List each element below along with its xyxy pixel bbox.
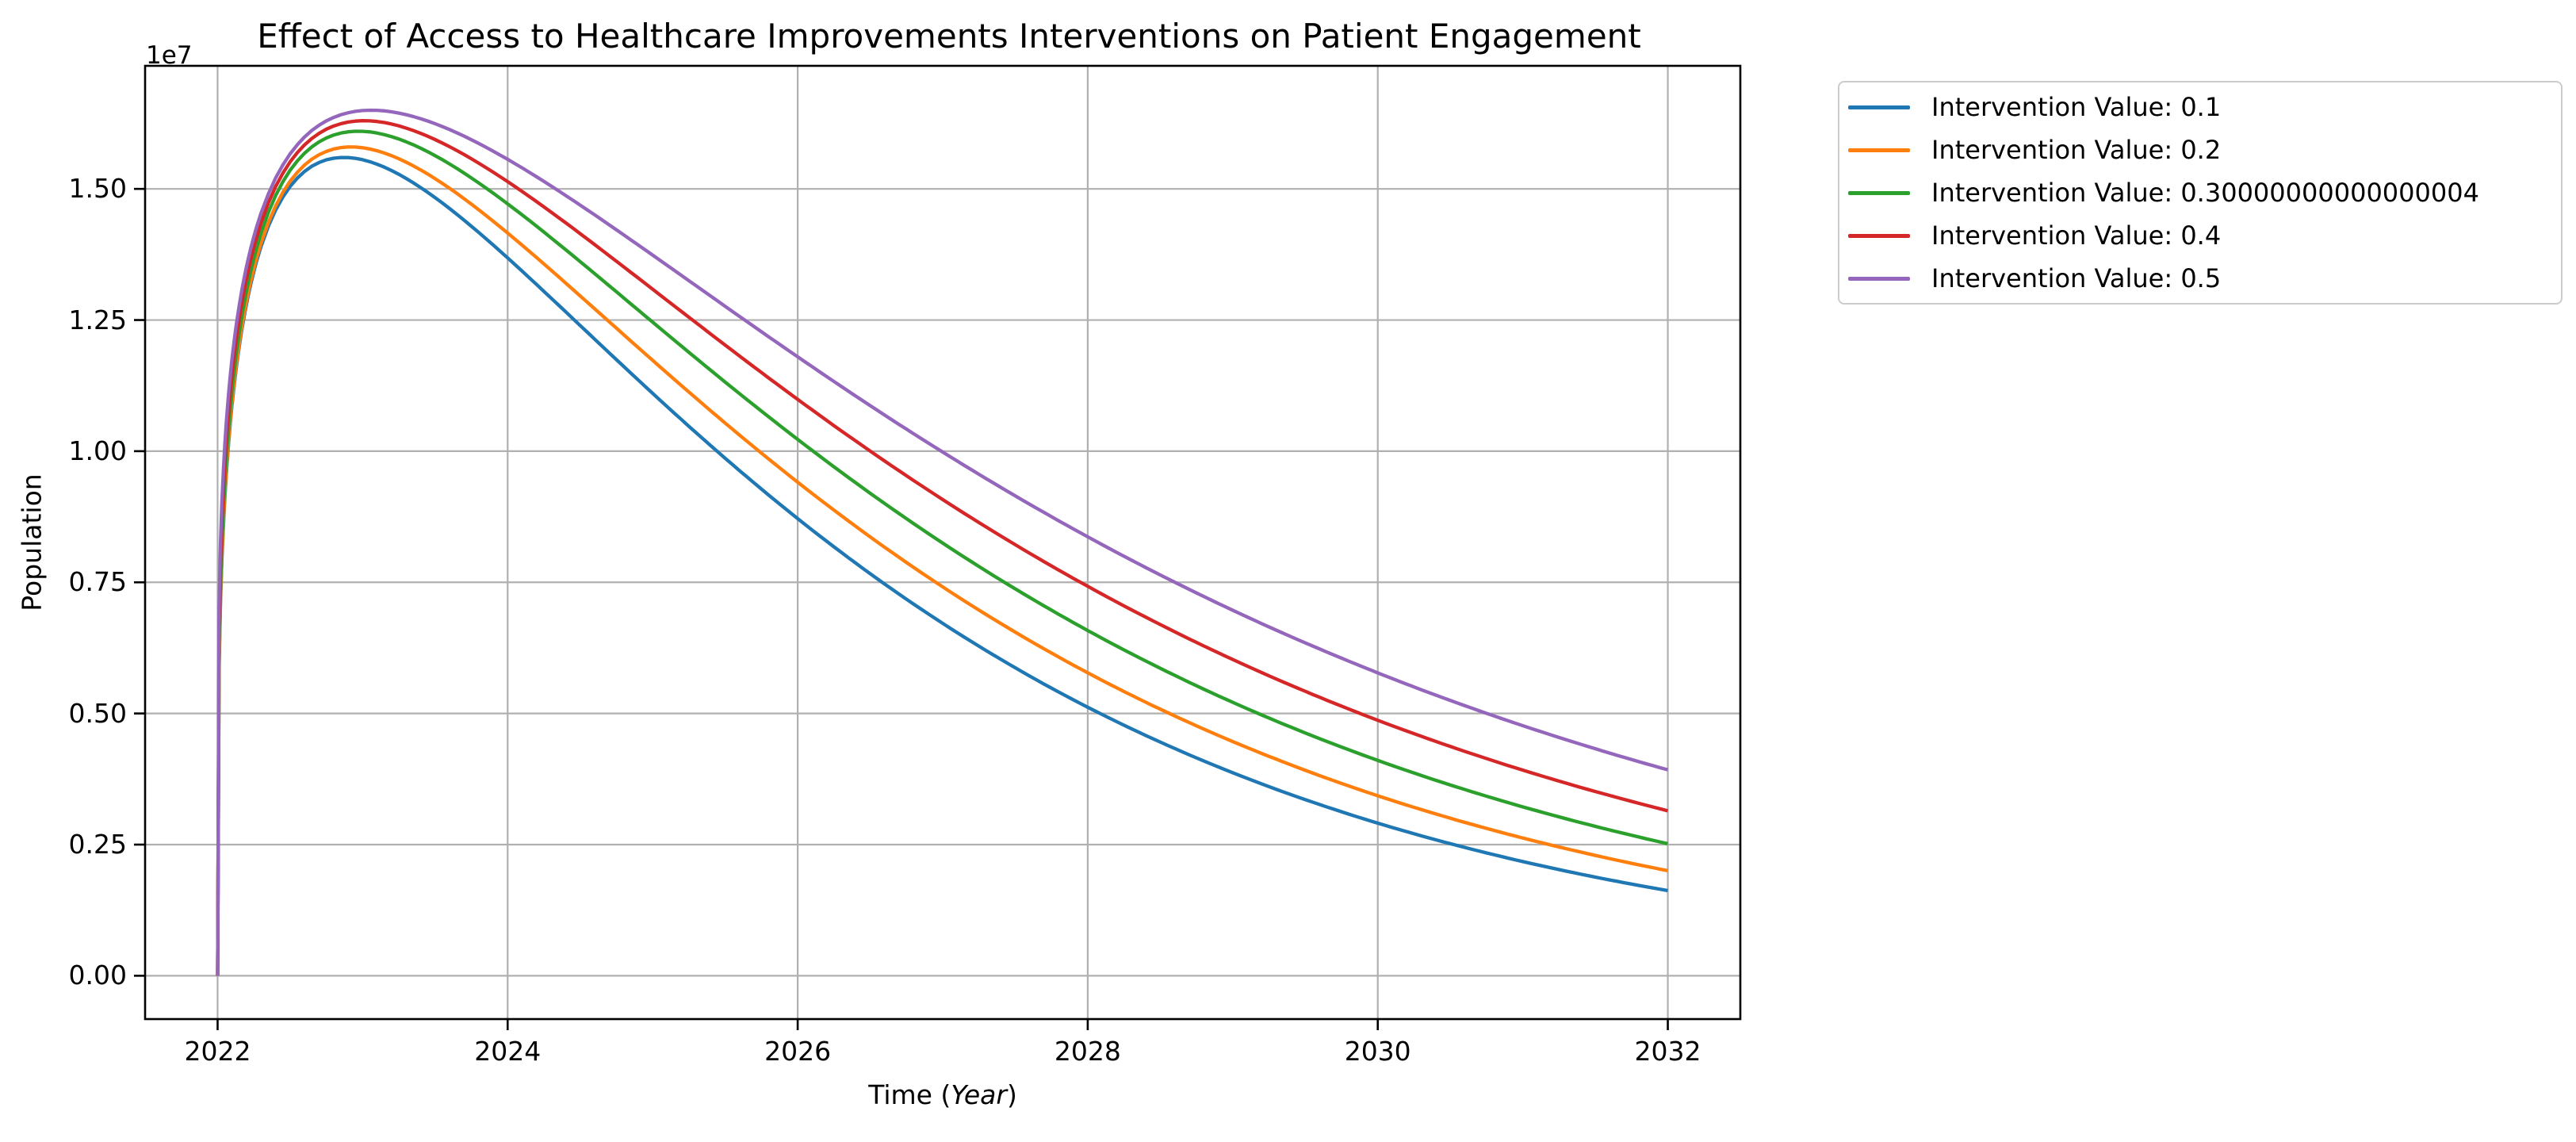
legend-line-sample — [1848, 233, 1910, 238]
x-ticks — [216, 1019, 1669, 1030]
legend-entry-label: Intervention Value: 0.4 — [1931, 220, 2222, 251]
legend-line-sample — [1848, 105, 1910, 109]
chart-title: Effect of Access to Healthcare Improveme… — [257, 17, 1641, 56]
legend-entry: Intervention Value: 0.1 — [1839, 86, 2561, 128]
legend-entry-label: Intervention Value: 0.1 — [1931, 92, 2222, 122]
x-axis-label: Time (Year) — [868, 1079, 1017, 1110]
x-tick-label: 2026 — [764, 1036, 832, 1067]
x-tick-label: 2022 — [184, 1036, 251, 1067]
y-tick-label: 1.50 — [68, 173, 127, 205]
y-tick-label: 1.00 — [68, 435, 127, 466]
x-tick-label: 2030 — [1344, 1036, 1411, 1067]
y-ticks — [134, 187, 145, 977]
legend-entry-label: Intervention Value: 0.2 — [1931, 135, 2222, 165]
legend-entry-label: Intervention Value: 0.5 — [1931, 263, 2222, 293]
series-line-4 — [216, 119, 1669, 976]
x-tick-label: 2028 — [1054, 1036, 1121, 1067]
legend-entry: Intervention Value: 0.4 — [1839, 214, 2561, 257]
y-tick-label: 0.75 — [68, 566, 127, 598]
series-lines — [216, 108, 1669, 976]
series-line-2 — [216, 145, 1668, 976]
legend-line-sample — [1848, 148, 1910, 152]
y-tick-label: 0.25 — [68, 829, 127, 860]
y-axis-offset-label: 1e7 — [146, 41, 193, 70]
grid-lines — [145, 66, 1740, 1019]
legend-line-sample — [1848, 190, 1910, 195]
axes-frame — [144, 64, 1742, 1021]
legend-entry: Intervention Value: 0.30000000000000004 — [1839, 171, 2561, 214]
y-tick-label: 0.00 — [68, 960, 127, 991]
x-axis-label-suffix: ) — [1006, 1079, 1017, 1110]
series-line-1 — [216, 155, 1668, 976]
legend-entry-label: Intervention Value: 0.30000000000000004 — [1931, 178, 2479, 208]
legend-entry: Intervention Value: 0.2 — [1839, 128, 2561, 171]
legend-line-sample — [1848, 276, 1910, 281]
series-line-3 — [216, 129, 1668, 976]
legend: Intervention Value: 0.1 Intervention Valu… — [1838, 81, 2563, 305]
x-axis-label-italic: Year — [951, 1079, 1007, 1110]
y-tick-label: 1.25 — [68, 304, 127, 335]
legend-entry: Intervention Value: 0.5 — [1839, 257, 2561, 300]
x-tick-label: 2032 — [1634, 1036, 1701, 1067]
y-tick-label: 0.50 — [68, 697, 127, 729]
series-line-5 — [216, 108, 1669, 976]
x-axis-label-prefix: Time ( — [868, 1079, 951, 1110]
x-tick-label: 2024 — [474, 1036, 542, 1067]
